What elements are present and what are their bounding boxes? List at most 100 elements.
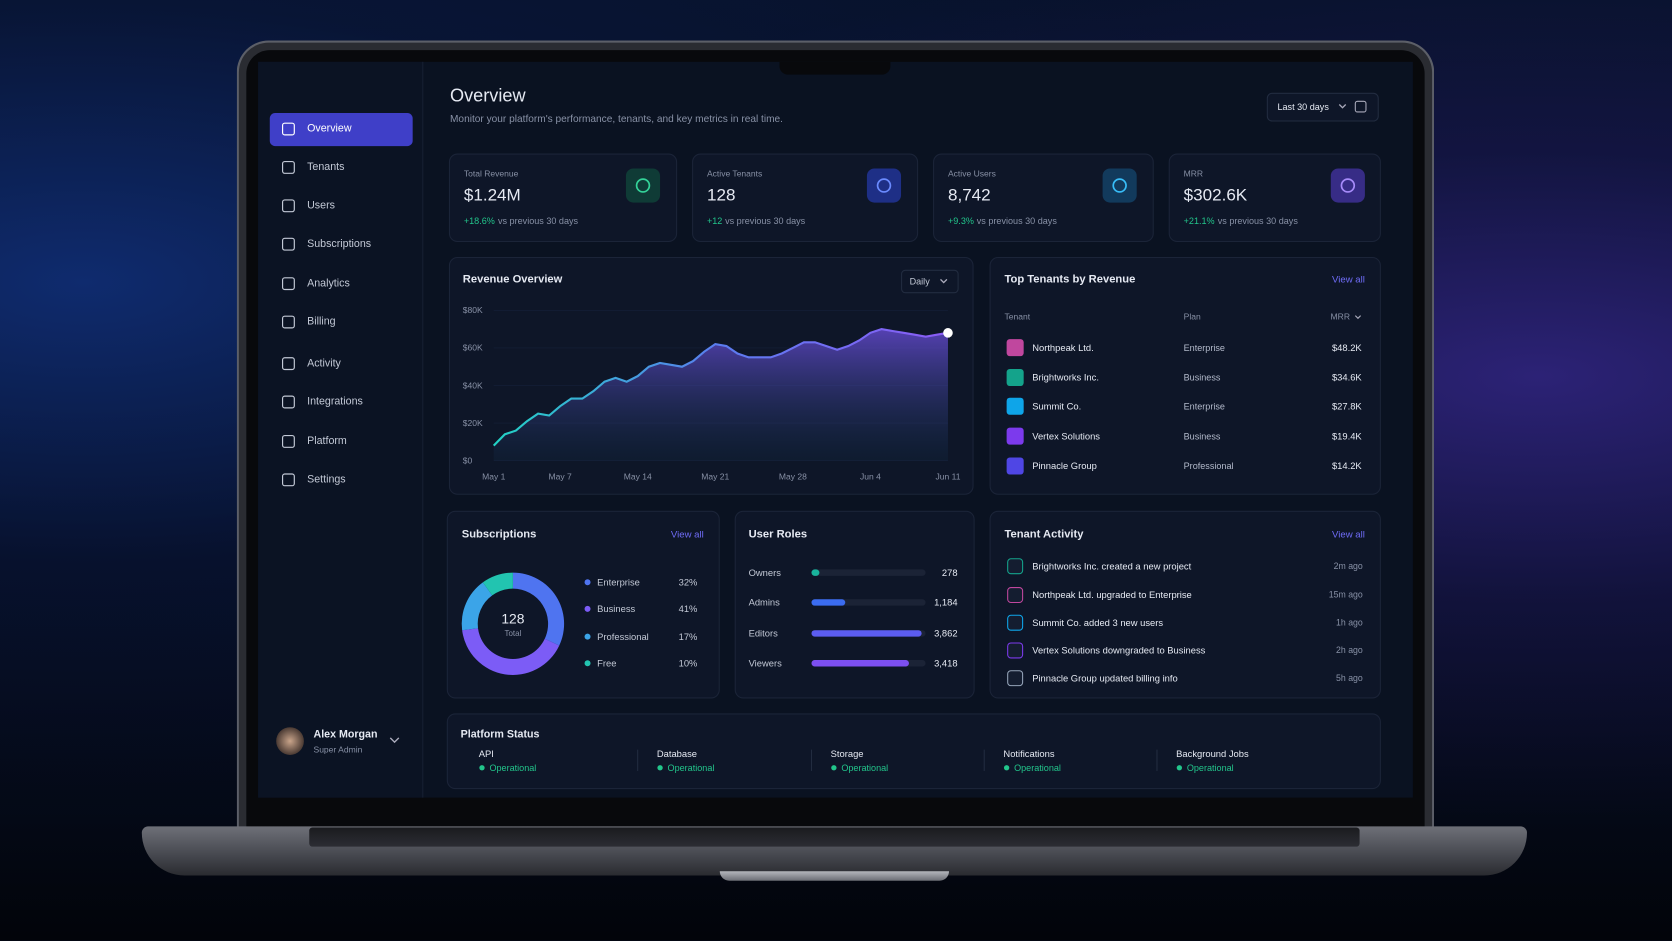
nav-icon — [281, 315, 295, 329]
service-status: Operational — [489, 762, 537, 774]
donut-slice — [512, 572, 565, 646]
service-status: Operational — [841, 762, 889, 774]
panel-title: Top Tenants by Revenue — [1004, 272, 1136, 286]
tenant-name[interactable]: Pinnacle Group — [1032, 460, 1097, 472]
page-title: Overview — [449, 85, 526, 106]
x-tick-label: Jun 4 — [859, 471, 881, 482]
tenant-icon — [1006, 427, 1024, 445]
kpi-icon — [635, 178, 651, 193]
nav-item[interactable]: Tenants — [307, 161, 345, 174]
granularity-dropdown[interactable] — [901, 269, 959, 294]
hinge-notch — [719, 871, 950, 881]
kpi-icon — [1112, 178, 1127, 193]
panel-title: Revenue Overview — [462, 272, 563, 286]
donut-slice — [482, 572, 513, 596]
donut-total: 128 — [501, 610, 525, 627]
kpi-label: Total Revenue — [463, 169, 519, 179]
donut-slice — [462, 628, 560, 675]
kpi-change: +21.1% — [1183, 215, 1215, 227]
kpi-value: $302.6K — [1183, 186, 1248, 205]
y-tick-label: $0 — [462, 455, 473, 466]
page-subtitle: Monitor your platform's performance, ten… — [449, 113, 783, 126]
date-range[interactable]: Last 30 days — [1277, 101, 1329, 112]
nav-icon — [281, 277, 295, 291]
nav-item[interactable]: Settings — [307, 473, 346, 486]
tenant-activity-panel — [989, 510, 1381, 699]
granularity[interactable]: Daily — [909, 276, 930, 287]
nav-icon — [281, 435, 295, 448]
end-point — [943, 328, 953, 338]
activity-icon — [1007, 670, 1024, 687]
role-value: 3,418 — [934, 657, 958, 669]
nav-item[interactable]: Overview — [307, 123, 352, 135]
tenant-name[interactable]: Vertex Solutions — [1032, 430, 1101, 442]
x-tick-label: May 7 — [548, 471, 572, 482]
activity-time: 2h ago — [1336, 645, 1363, 656]
tenant-mrr: $48.2K — [1331, 342, 1362, 353]
panel-title: Subscriptions — [461, 527, 537, 541]
role-value: 278 — [941, 567, 958, 578]
view-all[interactable]: View all — [1331, 528, 1365, 540]
kpi-value: $1.24M — [463, 186, 521, 205]
role-value: 3,862 — [934, 628, 958, 639]
nav-icon — [281, 237, 295, 251]
chevron — [940, 278, 948, 284]
nav-item[interactable]: Integrations — [307, 396, 363, 408]
view-all[interactable]: View all — [670, 528, 704, 540]
tenant-plan: Business — [1183, 430, 1221, 442]
kpi-change: +9.3% — [947, 215, 974, 227]
y-tick-label: $80K — [462, 305, 483, 316]
tenant-icon — [1006, 339, 1024, 357]
nav-item[interactable]: Users — [307, 199, 335, 212]
role-value: 1,184 — [934, 597, 958, 608]
nav-item[interactable]: Subscriptions — [307, 238, 372, 251]
kpi-icon — [1340, 178, 1356, 193]
y-tick-label: $40K — [462, 380, 483, 391]
date-range-button[interactable] — [1266, 92, 1379, 122]
service-name: Background Jobs — [1176, 748, 1249, 760]
nav-item[interactable]: Billing — [307, 316, 336, 328]
service-name: API — [478, 748, 494, 760]
activity-time: 15m ago — [1328, 590, 1363, 600]
tenant-name[interactable]: Brightworks Inc. — [1032, 372, 1099, 383]
nav-icon — [281, 473, 295, 487]
bar — [811, 630, 922, 637]
column-header: MRR — [1330, 311, 1350, 322]
calendar-icon — [1354, 100, 1367, 113]
kpi-icon — [876, 178, 892, 193]
nav-item[interactable]: Analytics — [307, 277, 350, 290]
tenant-name[interactable]: Northpeak Ltd. — [1032, 342, 1094, 353]
nav-item[interactable]: Activity — [307, 357, 341, 370]
kpi-note: vs previous 30 days — [1217, 215, 1298, 227]
role-label: Viewers — [748, 657, 782, 669]
kpi-change: +12 — [706, 215, 723, 227]
activity-time: 5h ago — [1336, 673, 1363, 683]
legend-dot — [584, 633, 591, 640]
kpi-icon-box — [1330, 168, 1365, 203]
status-dot — [831, 765, 837, 771]
panel-title: User Roles — [748, 527, 808, 541]
chevron — [1354, 315, 1362, 320]
kpi-label: MRR — [1183, 169, 1204, 179]
legend-label: Enterprise — [597, 576, 640, 588]
legend-label: Professional — [597, 631, 649, 642]
nav-item[interactable]: Platform — [307, 435, 347, 448]
tenant-icon — [1006, 368, 1024, 387]
x-tick-label: May 28 — [778, 471, 807, 482]
tenant-icon — [1006, 457, 1024, 475]
legend-value: 10% — [678, 657, 698, 669]
tenant-mrr: $27.8K — [1331, 400, 1362, 412]
legend-value: 41% — [678, 603, 698, 615]
activity-text: Vertex Solutions downgraded to Business — [1032, 645, 1206, 656]
tenant-name[interactable]: Summit Co. — [1032, 400, 1082, 412]
kpi-value: 8,742 — [947, 186, 991, 205]
status-dot — [479, 765, 485, 771]
view-all[interactable]: View all — [1331, 274, 1365, 285]
nav-icon — [281, 199, 295, 213]
kpi-note: vs previous 30 days — [725, 215, 806, 227]
revenue-area — [493, 329, 948, 461]
bar — [811, 569, 820, 576]
kpi-note: vs previous 30 days — [976, 215, 1057, 227]
chevron — [389, 737, 400, 744]
